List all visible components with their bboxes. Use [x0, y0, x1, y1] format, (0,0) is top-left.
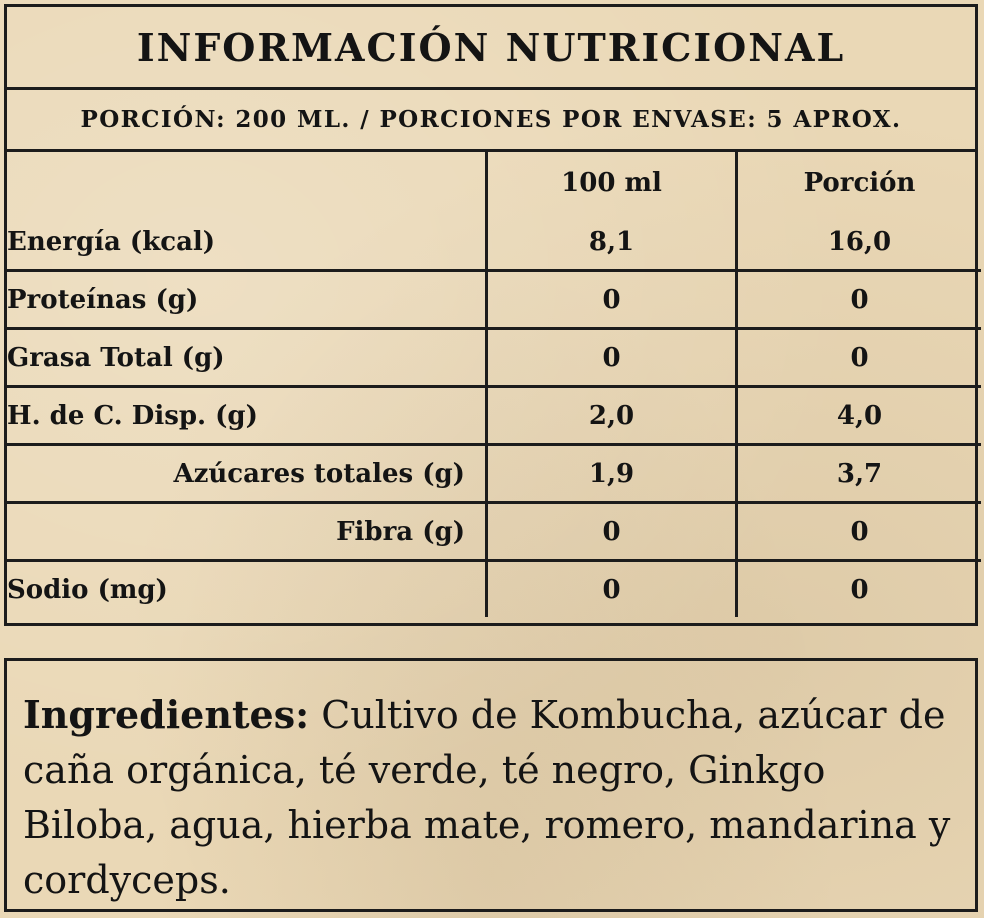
table-row: Azúcares totales (g) 1,9 3,7 [7, 443, 981, 503]
row-label: Proteínas (g) [7, 269, 487, 329]
row-value-portion: 16,0 [735, 214, 981, 271]
row-label: Sodio (mg) [7, 559, 487, 617]
header-portion: Porción [735, 152, 981, 214]
table-row: Fibra (g) 0 0 [7, 501, 981, 561]
row-value-100ml: 0 [485, 327, 737, 387]
table-row: H. de C. Disp. (g) 2,0 4,0 [7, 385, 981, 445]
row-value-portion: 3,7 [735, 443, 981, 503]
ingredients-list: Cultivo de Kombucha, azúcar de caña orgá… [23, 693, 951, 902]
row-value-100ml: 8,1 [485, 214, 737, 271]
row-value-portion: 0 [735, 269, 981, 329]
row-value-100ml: 0 [485, 559, 737, 617]
ingredients-panel: Ingredientes: Cultivo de Kombucha, azúca… [4, 658, 978, 912]
table-header-row: 100 ml Porción [7, 152, 981, 214]
row-label: Grasa Total (g) [7, 327, 487, 387]
row-label: H. de C. Disp. (g) [7, 385, 487, 445]
row-value-portion: 0 [735, 501, 981, 561]
header-100ml: 100 ml [485, 152, 737, 214]
row-value-100ml: 0 [485, 269, 737, 329]
row-value-portion: 0 [735, 327, 981, 387]
nutrition-table: 100 ml Porción Energía (kcal) 8,1 16,0 P… [7, 152, 981, 617]
header-label-cell [7, 152, 487, 214]
row-label: Energía (kcal) [7, 226, 216, 257]
row-value-100ml: 1,9 [485, 443, 737, 503]
nutrition-title: INFORMACIÓN NUTRICIONAL [7, 7, 975, 90]
table-row: Grasa Total (g) 0 0 [7, 327, 981, 387]
table-row: Energía (kcal) 8,1 16,0 [7, 214, 981, 271]
ingredients-heading: Ingredientes: [23, 692, 310, 737]
row-value-100ml: 2,0 [485, 385, 737, 445]
row-value-portion: 4,0 [735, 385, 981, 445]
ingredients-text: Ingredientes: Cultivo de Kombucha, azúca… [23, 687, 963, 908]
row-value-100ml: 0 [485, 501, 737, 561]
table-row: Proteínas (g) 0 0 [7, 269, 981, 329]
row-label: Fibra (g) [7, 501, 487, 561]
row-value-portion: 0 [735, 559, 981, 617]
row-label: Azúcares totales (g) [7, 443, 487, 503]
table-row: Sodio (mg) 0 0 [7, 559, 981, 617]
nutrition-facts-panel: INFORMACIÓN NUTRICIONAL PORCIÓN: 200 ML.… [4, 4, 981, 626]
serving-info: PORCIÓN: 200 ML. / PORCIONES POR ENVASE:… [7, 90, 975, 152]
